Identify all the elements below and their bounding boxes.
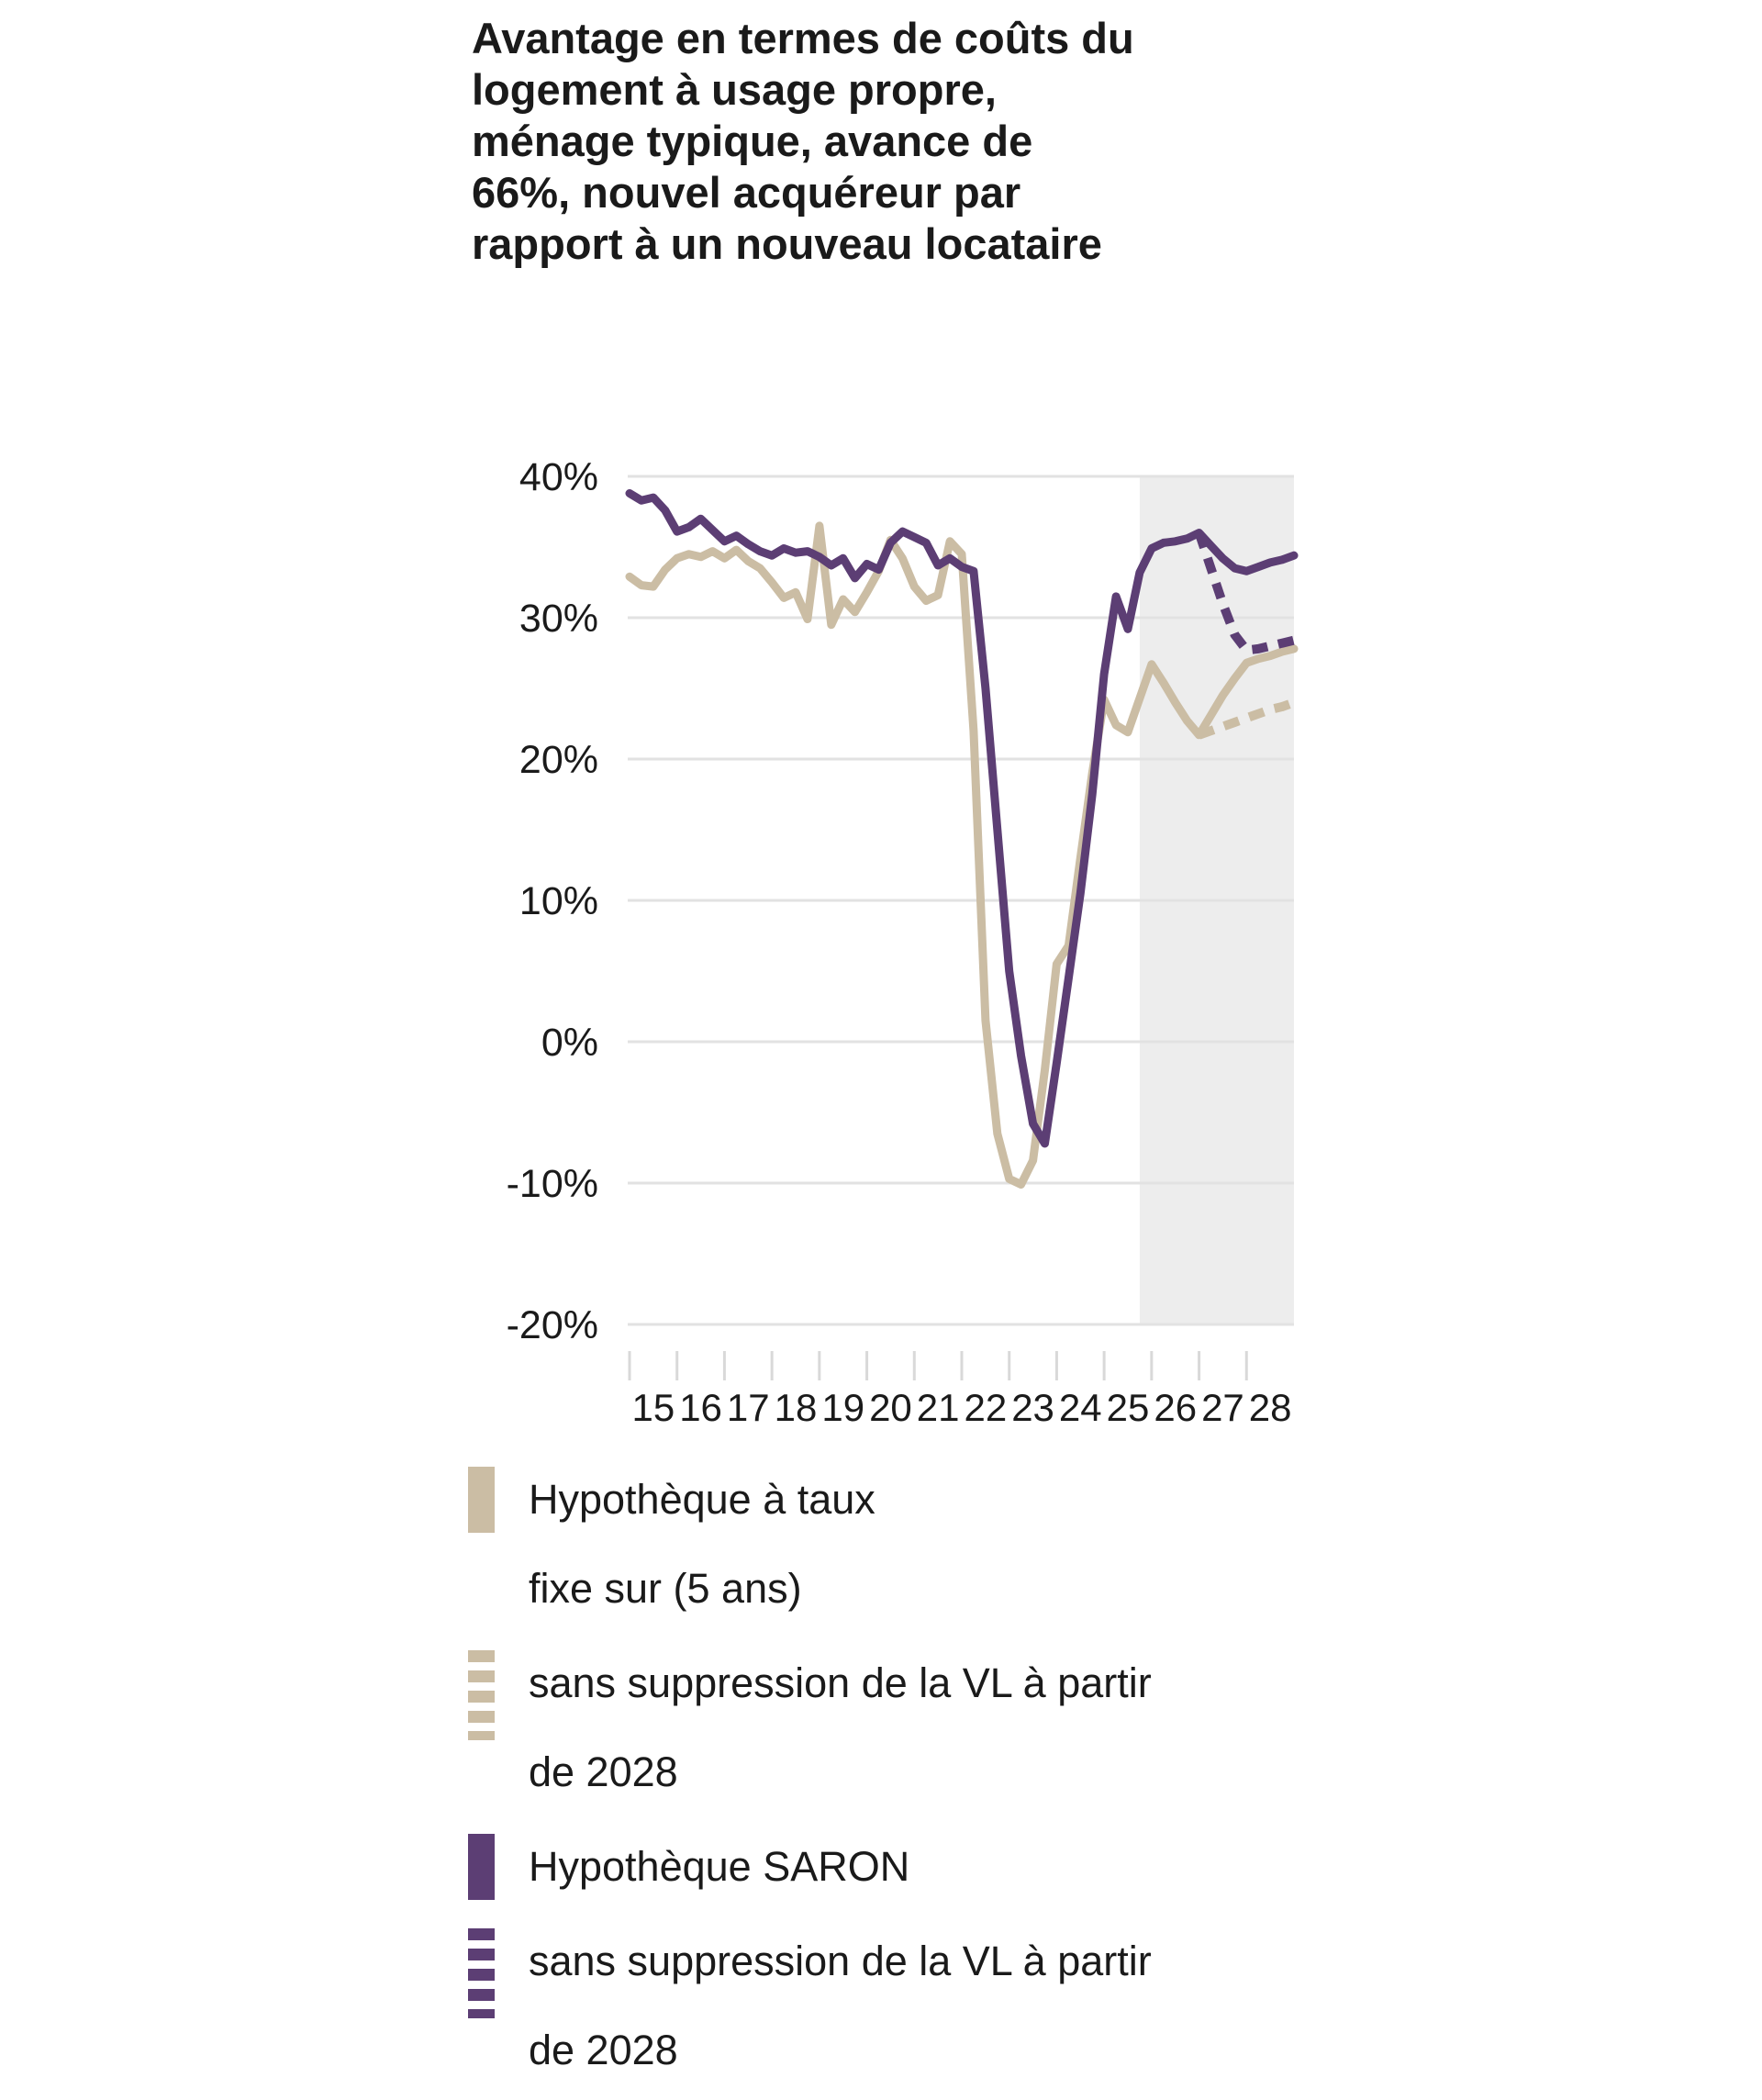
x-axis-label: 18 [775,1386,818,1429]
series-line-taux-fixe-sans-suppression-vl [1197,698,1296,740]
chart-title-line: ménage typique, avance de [472,117,1033,165]
y-axis-label: 40% [519,455,598,499]
x-axis-label: 23 [1011,1386,1054,1429]
series-line-hypotheque-taux-fixe [625,521,1299,1189]
series-line-hypotheque-saron [625,489,1299,1148]
x-axis-label: 26 [1154,1386,1197,1429]
y-axis-label: -10% [507,1162,598,1206]
legend-item-hypotheque-taux-fixe: Hypothèque à taux fixe sur (5 ans) [468,1455,1551,1633]
legend: Hypothèque à taux fixe sur (5 ans) sans su… [468,1455,1551,2100]
x-axis-label: 24 [1059,1386,1102,1429]
y-axis-label: 30% [519,597,598,641]
line-chart: 40% 30% 20% 10% 0% -10% -20% 15 16 17 18 19 20 21 22 23… [507,455,1299,1429]
x-axis-label: 28 [1249,1386,1292,1429]
chart-title-line: 66%, nouvel acquéreur par [472,168,1021,217]
legend-swatch-dashed-purple [468,1928,495,2018]
chart-title: Avantage en termes de coûts du logement à… [472,13,1389,270]
legend-label-line: Hypothèque SARON [529,1843,910,1890]
legend-label-line: de 2028 [529,2027,678,2073]
x-axis-label: 15 [631,1386,675,1429]
x-axis-label: 16 [679,1386,722,1429]
legend-item-taux-fixe-sans-suppression-vl: sans suppression de la VL à partir de 202… [468,1638,1551,1816]
legend-item-hypotheque-saron: Hypothèque SARON [468,1822,1551,1911]
legend-item-label: Hypothèque SARON [529,1822,909,1911]
legend-label-line: Hypothèque à taux [529,1476,875,1523]
legend-label-line: sans suppression de la VL à partir [529,1938,1152,1984]
y-axis-label: 20% [519,738,598,782]
y-axis-label: -20% [507,1303,598,1347]
legend-item-label: sans suppression de la VL à partir de 202… [529,1916,1152,2094]
legend-swatch-dashed-beige [468,1650,495,1740]
legend-swatch-solid-beige [468,1467,495,1533]
legend-label-line: fixe sur (5 ans) [529,1565,802,1612]
legend-label-line: sans suppression de la VL à partir [529,1659,1152,1706]
y-axis-label: 10% [519,879,598,923]
x-axis-label: 21 [917,1386,960,1429]
x-axis-label: 25 [1107,1386,1150,1429]
chart-title-line: logement à usage propre, [472,65,997,114]
legend-label-line: de 2028 [529,1748,678,1795]
x-axis-label: 20 [869,1386,912,1429]
x-axis-label: 22 [964,1386,1007,1429]
legend-swatch-solid-purple [468,1834,495,1900]
legend-item-saron-sans-suppression-vl: sans suppression de la VL à partir de 202… [468,1916,1551,2094]
chart-title-line: Avantage en termes de coûts du [472,14,1134,62]
y-axis-label: 0% [541,1021,598,1065]
x-axis-label: 27 [1201,1386,1244,1429]
chart-title-line: rapport à un nouveau locataire [472,219,1102,268]
x-axis-label: 17 [727,1386,770,1429]
legend-item-label: Hypothèque à taux fixe sur (5 ans) [529,1455,875,1633]
legend-item-label: sans suppression de la VL à partir de 202… [529,1638,1152,1816]
x-axis-label: 19 [821,1386,864,1429]
